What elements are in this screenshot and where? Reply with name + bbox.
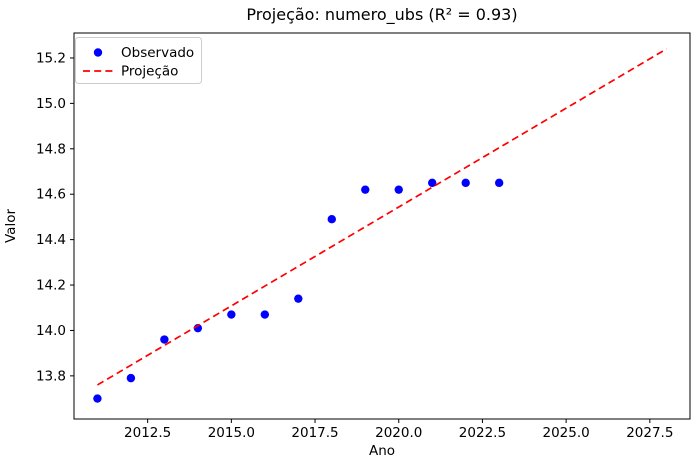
y-tick-label: 14.4	[36, 232, 66, 248]
x-tick-label: 2015.0	[208, 425, 255, 441]
x-tick-label: 2025.0	[543, 425, 590, 441]
y-axis-label: Valor	[3, 209, 19, 243]
y-tick-label: 14.8	[36, 141, 66, 157]
projection-trend-line	[97, 48, 667, 386]
legend-label: Observado	[121, 45, 194, 61]
y-tick-label: 15.2	[36, 50, 66, 66]
legend-label: Projeção	[121, 64, 178, 80]
observed-data-point	[160, 335, 169, 344]
y-tick-label: 13.8	[36, 368, 66, 384]
observed-data-point	[327, 214, 336, 224]
observed-data-point	[361, 185, 370, 194]
observed-data-point	[494, 178, 504, 188]
observed-data-point	[294, 294, 303, 303]
y-tick-label: 14.0	[36, 323, 66, 339]
observed-data-point	[461, 178, 470, 188]
x-tick-label: 2012.5	[124, 425, 171, 441]
observed-data-point	[227, 310, 236, 319]
observed-data-point	[260, 310, 270, 319]
observed-data-point	[126, 373, 136, 383]
legend-box	[75, 37, 202, 84]
chart-title: Projeção: numero_ubs (R² = 0.93)	[246, 5, 517, 25]
y-tick-label: 15.0	[36, 96, 66, 112]
observed-data-point	[428, 178, 437, 188]
observed-data-point	[93, 394, 102, 403]
x-axis-label: Ano	[369, 443, 395, 459]
plot-border	[73, 32, 691, 420]
x-tick-label: 2022.5	[459, 425, 506, 441]
observed-data-point	[394, 185, 403, 194]
x-tick-label: 2020.0	[375, 425, 422, 441]
y-tick-label: 14.6	[36, 187, 66, 203]
x-tick-label: 2017.5	[291, 425, 338, 441]
y-tick-label: 14.2	[36, 278, 66, 294]
x-tick-label: 2027.5	[626, 425, 673, 441]
legend-marker-dot	[93, 48, 103, 57]
legend: Observado Projeção	[75, 37, 202, 84]
